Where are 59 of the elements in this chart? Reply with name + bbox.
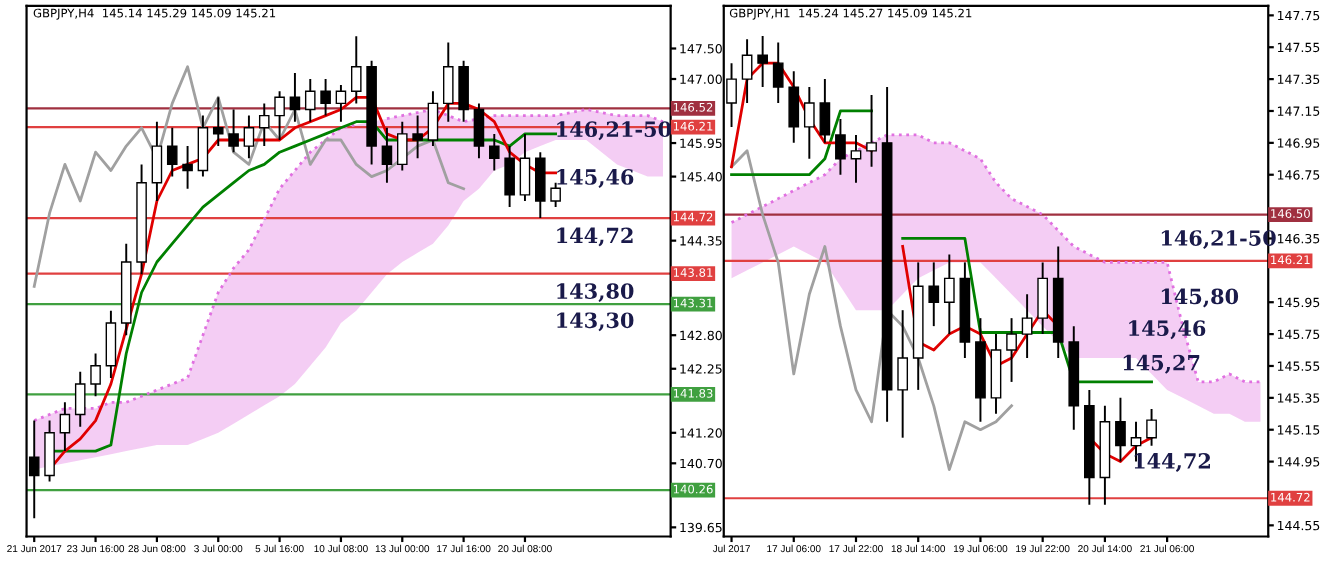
candlestick [274, 90, 285, 141]
candlestick [534, 151, 546, 220]
candlestick [788, 70, 800, 144]
candlestick [473, 102, 485, 160]
candlestick [243, 114, 255, 160]
annotation: 145,46 [557, 169, 634, 188]
candlestick [59, 401, 71, 453]
candlestick [350, 35, 362, 105]
candlestick [197, 114, 209, 178]
line-series [32, 65, 465, 288]
annotation: 143,30 [557, 312, 634, 332]
candlestick [850, 133, 862, 184]
candlestick [1021, 293, 1033, 359]
candlestick [320, 78, 331, 117]
candlestick [44, 419, 55, 483]
candlestick [819, 78, 831, 144]
candlestick [166, 126, 178, 178]
candlestick [289, 71, 301, 123]
line-series [730, 149, 1013, 471]
candlestick [1037, 261, 1049, 336]
annotation: 145,80 [1161, 288, 1239, 308]
candlestick [488, 132, 500, 172]
candlestick [381, 126, 393, 184]
candlestick [803, 86, 815, 160]
candlestick [550, 181, 561, 209]
candlestick [943, 253, 955, 336]
candlestick [151, 120, 163, 202]
candlestick [897, 309, 909, 439]
candlestick [90, 352, 101, 398]
candlestick [182, 145, 193, 190]
candlestick [258, 102, 270, 148]
annotation: 143,80 [557, 283, 634, 303]
candlestick [458, 59, 469, 123]
candlestick [835, 117, 846, 176]
candlestick [866, 94, 877, 168]
candlestick [1006, 317, 1017, 383]
candlestick [228, 108, 239, 154]
candlestick [928, 261, 940, 328]
candlestick [212, 96, 224, 148]
candlestick [335, 84, 347, 123]
candlestick [504, 145, 515, 209]
candlestick [741, 38, 753, 104]
candlestick [105, 309, 117, 379]
annotation: 145,46 [1129, 320, 1206, 340]
candlestick [74, 370, 86, 428]
candlestick [772, 41, 784, 104]
candlestick [427, 90, 439, 148]
candlestick [519, 132, 531, 202]
candlestick [412, 114, 423, 160]
annotation: 144,72 [557, 227, 633, 247]
annotation: 145,27 [1123, 354, 1200, 374]
candlestick [1146, 408, 1157, 447]
candlestick [990, 333, 1002, 415]
candlestick [1115, 396, 1126, 463]
annotation: 144,72 [1134, 453, 1210, 472]
candlestick [304, 78, 316, 123]
candlestick [442, 41, 454, 123]
candlestick [757, 35, 769, 89]
candlestick [396, 120, 408, 172]
